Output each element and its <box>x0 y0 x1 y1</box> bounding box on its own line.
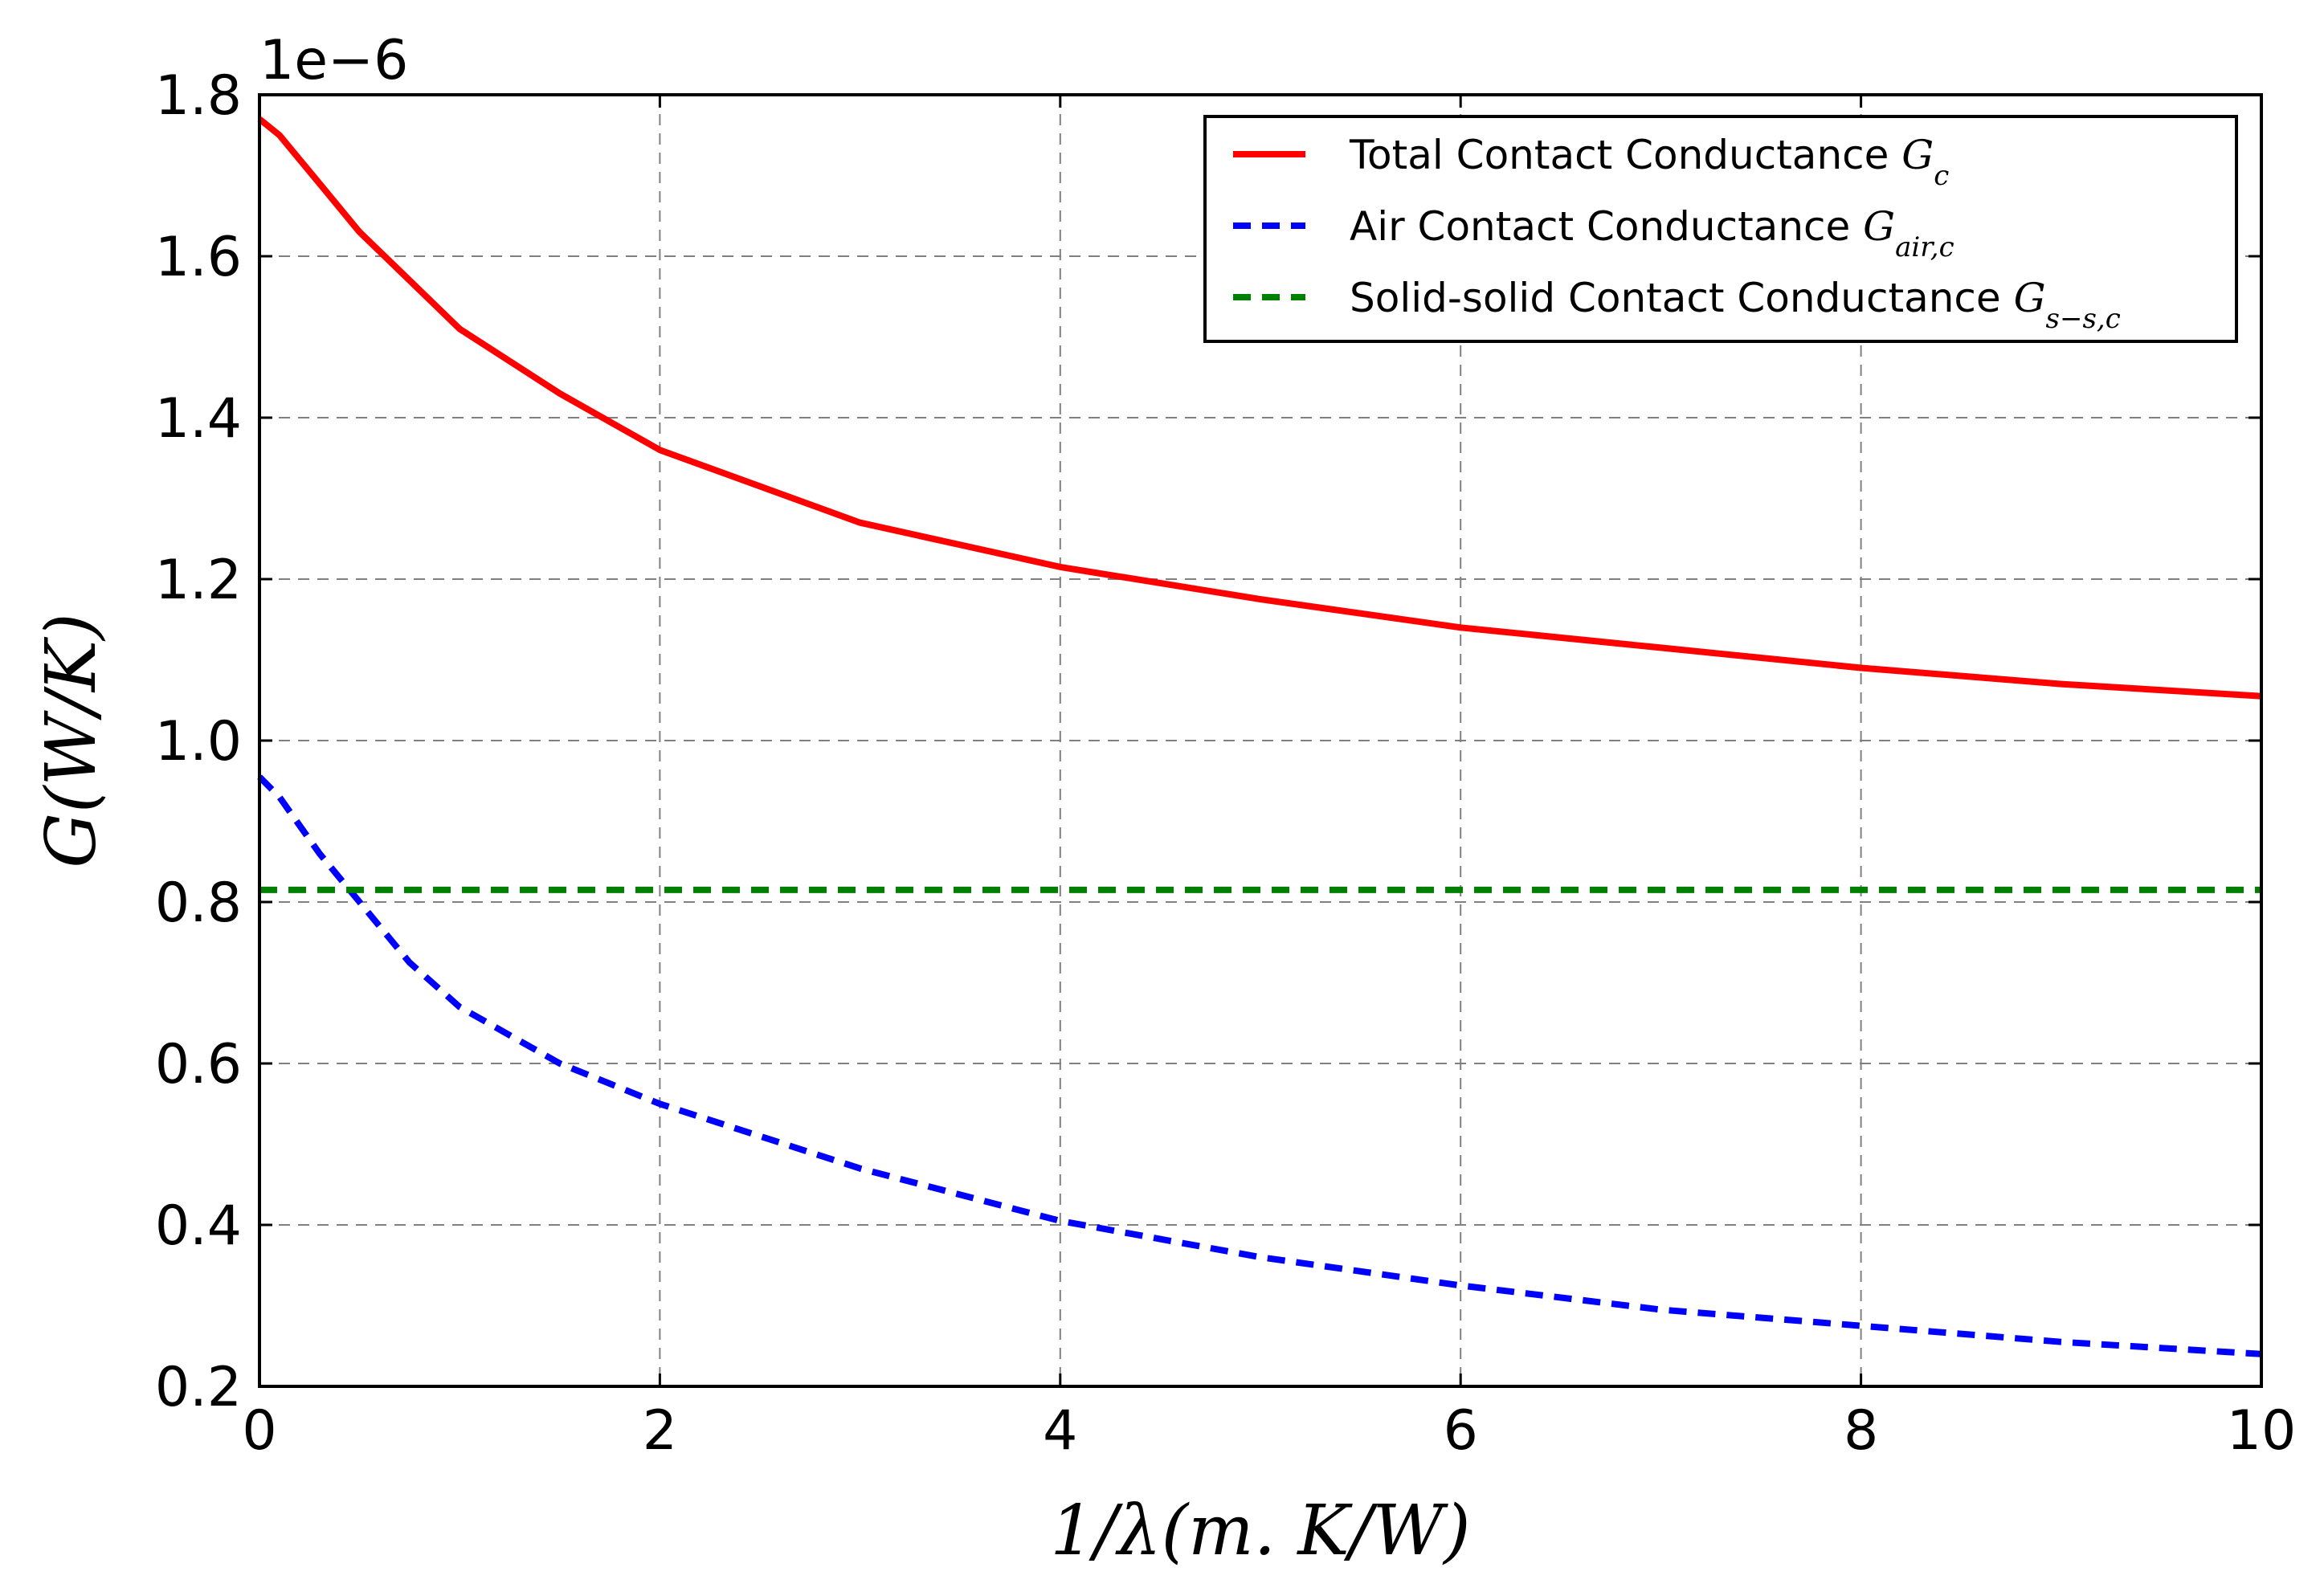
y-tick-label: 1.8 <box>155 64 242 128</box>
y-tick-label: 1.0 <box>155 710 242 774</box>
legend-math-subscript: air,c <box>1895 231 1954 263</box>
air-contact-conductance-line <box>257 774 2262 1357</box>
legend-math-subscript: s−s,c <box>2046 303 2121 335</box>
y-tick-label: 1.4 <box>155 387 242 451</box>
y-tick-label: 0.6 <box>155 1033 242 1096</box>
tick-labels: 0 2 4 6 8 10 0.2 0.4 0.6 0.8 1.0 1.2 1.4 1.6 1.8 <box>155 64 2296 1463</box>
y-axis-label: G(W/K) <box>31 613 112 867</box>
legend-math-subscript: c <box>1934 160 1949 192</box>
y-tick-label: 0.4 <box>155 1194 242 1258</box>
x-tick-label: 10 <box>2227 1399 2297 1463</box>
legend-box <box>1203 115 2238 343</box>
y-tick-label: 1.2 <box>155 549 242 612</box>
y-tick-label: 0.8 <box>155 871 242 935</box>
x-tick-label: 8 <box>1844 1399 1878 1463</box>
total-contact-conductance-line <box>257 116 2262 700</box>
axis-ticks <box>258 93 2263 1388</box>
y-offset-label: 1e−6 <box>259 29 408 92</box>
x-tick-label: 4 <box>1043 1399 1077 1463</box>
y-tick-label: 1.6 <box>155 226 242 289</box>
x-axis-label: 1/λ(m. K/W) <box>1050 1491 1470 1571</box>
plot-series <box>257 116 2262 1357</box>
y-tick-label: 0.2 <box>155 1356 242 1419</box>
x-tick-label: 0 <box>242 1399 276 1463</box>
x-tick-label: 2 <box>643 1399 677 1463</box>
x-tick-label: 6 <box>1444 1399 1478 1463</box>
